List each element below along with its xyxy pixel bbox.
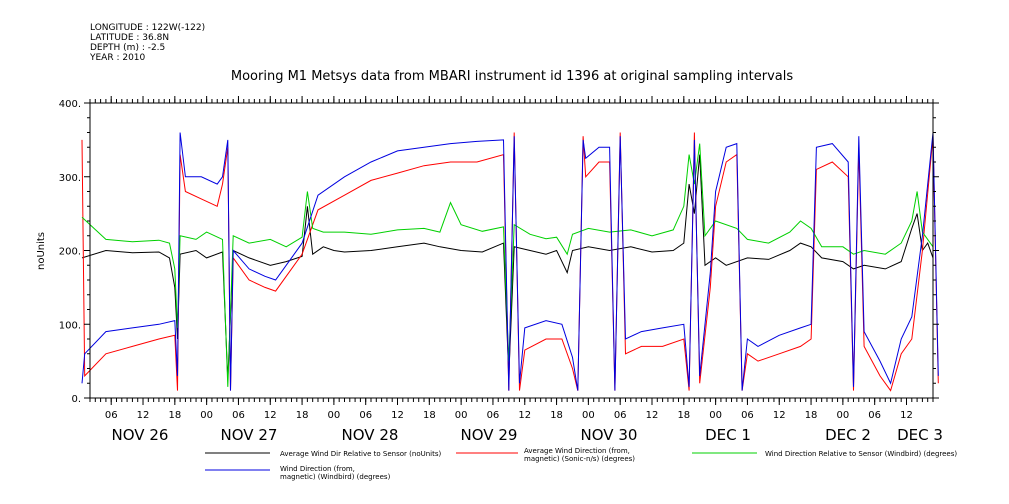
x-date-label-1: NOV 27	[221, 426, 278, 444]
x-date-label-6: DEC 2	[825, 426, 871, 444]
y-tick-label-2: 200.	[59, 247, 81, 258]
series-layer	[81, 132, 939, 392]
x-tick-label-19: 00	[709, 410, 722, 421]
series-line-3	[81, 132, 939, 391]
x-tick-label-24: 06	[868, 410, 881, 421]
x-tick-label-14: 18	[550, 410, 563, 421]
header-depth: DEPTH (m) : -2.5	[90, 43, 165, 53]
x-tick-label-1: 12	[137, 410, 150, 421]
x-tick-label-3: 00	[200, 410, 213, 421]
plot-frame	[89, 102, 934, 399]
legend-label-1: Average Wind Direction (from,	[524, 447, 630, 455]
x-tick-label-18: 18	[677, 410, 690, 421]
x-tick-label-23: 00	[837, 410, 850, 421]
x-tick-label-5: 12	[264, 410, 277, 421]
x-tick-label-10: 18	[423, 410, 436, 421]
x-tick-label-9: 12	[391, 410, 404, 421]
x-date-label-7: DEC 3	[897, 426, 943, 444]
x-tick-label-6: 18	[296, 410, 309, 421]
x-tick-label-12: 06	[487, 410, 500, 421]
x-tick-label-2: 18	[168, 410, 181, 421]
x-date-label-2: NOV 28	[342, 426, 399, 444]
axis-layer: 0. 100. 200. 300. 400. 06 12 18 00 06 12 18 00 06 12 18…	[59, 96, 943, 444]
series-line-2	[81, 143, 934, 387]
header-latitude: LATITUDE : 36.8N	[90, 33, 169, 43]
x-tick-label-0: 06	[105, 410, 118, 421]
y-tick-label-3: 300.	[59, 173, 81, 184]
header-longitude: LONGITUDE : 122W(-122)	[90, 23, 205, 33]
legend-label-1: magnetic) (Sonic-n/s) (degrees)	[524, 455, 635, 463]
x-tick-label-17: 12	[646, 410, 659, 421]
x-tick-label-15: 00	[582, 410, 595, 421]
x-date-label-3: NOV 29	[461, 426, 518, 444]
x-tick-label-16: 06	[614, 410, 627, 421]
y-tick-label-0: 0.	[71, 394, 81, 405]
legend-label-3: Wind Direction (from,	[280, 465, 355, 473]
x-tick-label-22: 18	[805, 410, 818, 421]
y-tick-label-1: 100.	[59, 320, 81, 331]
legend-label-0: Average Wind Dir Relative to Sensor (noU…	[280, 450, 441, 458]
x-tick-label-11: 00	[455, 410, 468, 421]
x-date-label-5: DEC 1	[705, 426, 751, 444]
x-date-label-0: NOV 26	[112, 426, 169, 444]
y-tick-label-4: 400.	[59, 99, 81, 110]
chart-title: Mooring M1 Metsys data from MBARI instru…	[231, 69, 793, 84]
x-tick-label-13: 12	[518, 410, 531, 421]
x-tick-label-20: 06	[741, 410, 754, 421]
header-year: YEAR : 2010	[89, 53, 146, 63]
legend-label-3: magnetic) (Windbird) (degrees)	[280, 473, 391, 481]
x-date-label-4: NOV 30	[581, 426, 638, 444]
x-tick-label-25: 12	[900, 410, 913, 421]
x-tick-label-4: 06	[232, 410, 245, 421]
x-tick-label-21: 12	[773, 410, 786, 421]
legend: Average Wind Dir Relative to Sensor (noU…	[205, 447, 957, 481]
legend-label-2: Wind Direction Relative to Sensor (Windb…	[765, 450, 957, 458]
x-tick-label-8: 06	[359, 410, 372, 421]
y-axis-label: noUnits	[36, 232, 47, 270]
x-tick-label-7: 00	[328, 410, 341, 421]
